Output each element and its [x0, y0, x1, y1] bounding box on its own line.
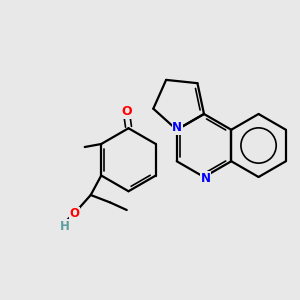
- Text: O: O: [122, 105, 132, 118]
- Text: N: N: [200, 172, 211, 185]
- Text: H: H: [59, 220, 69, 233]
- Text: O: O: [69, 207, 79, 220]
- Text: N: N: [172, 121, 182, 134]
